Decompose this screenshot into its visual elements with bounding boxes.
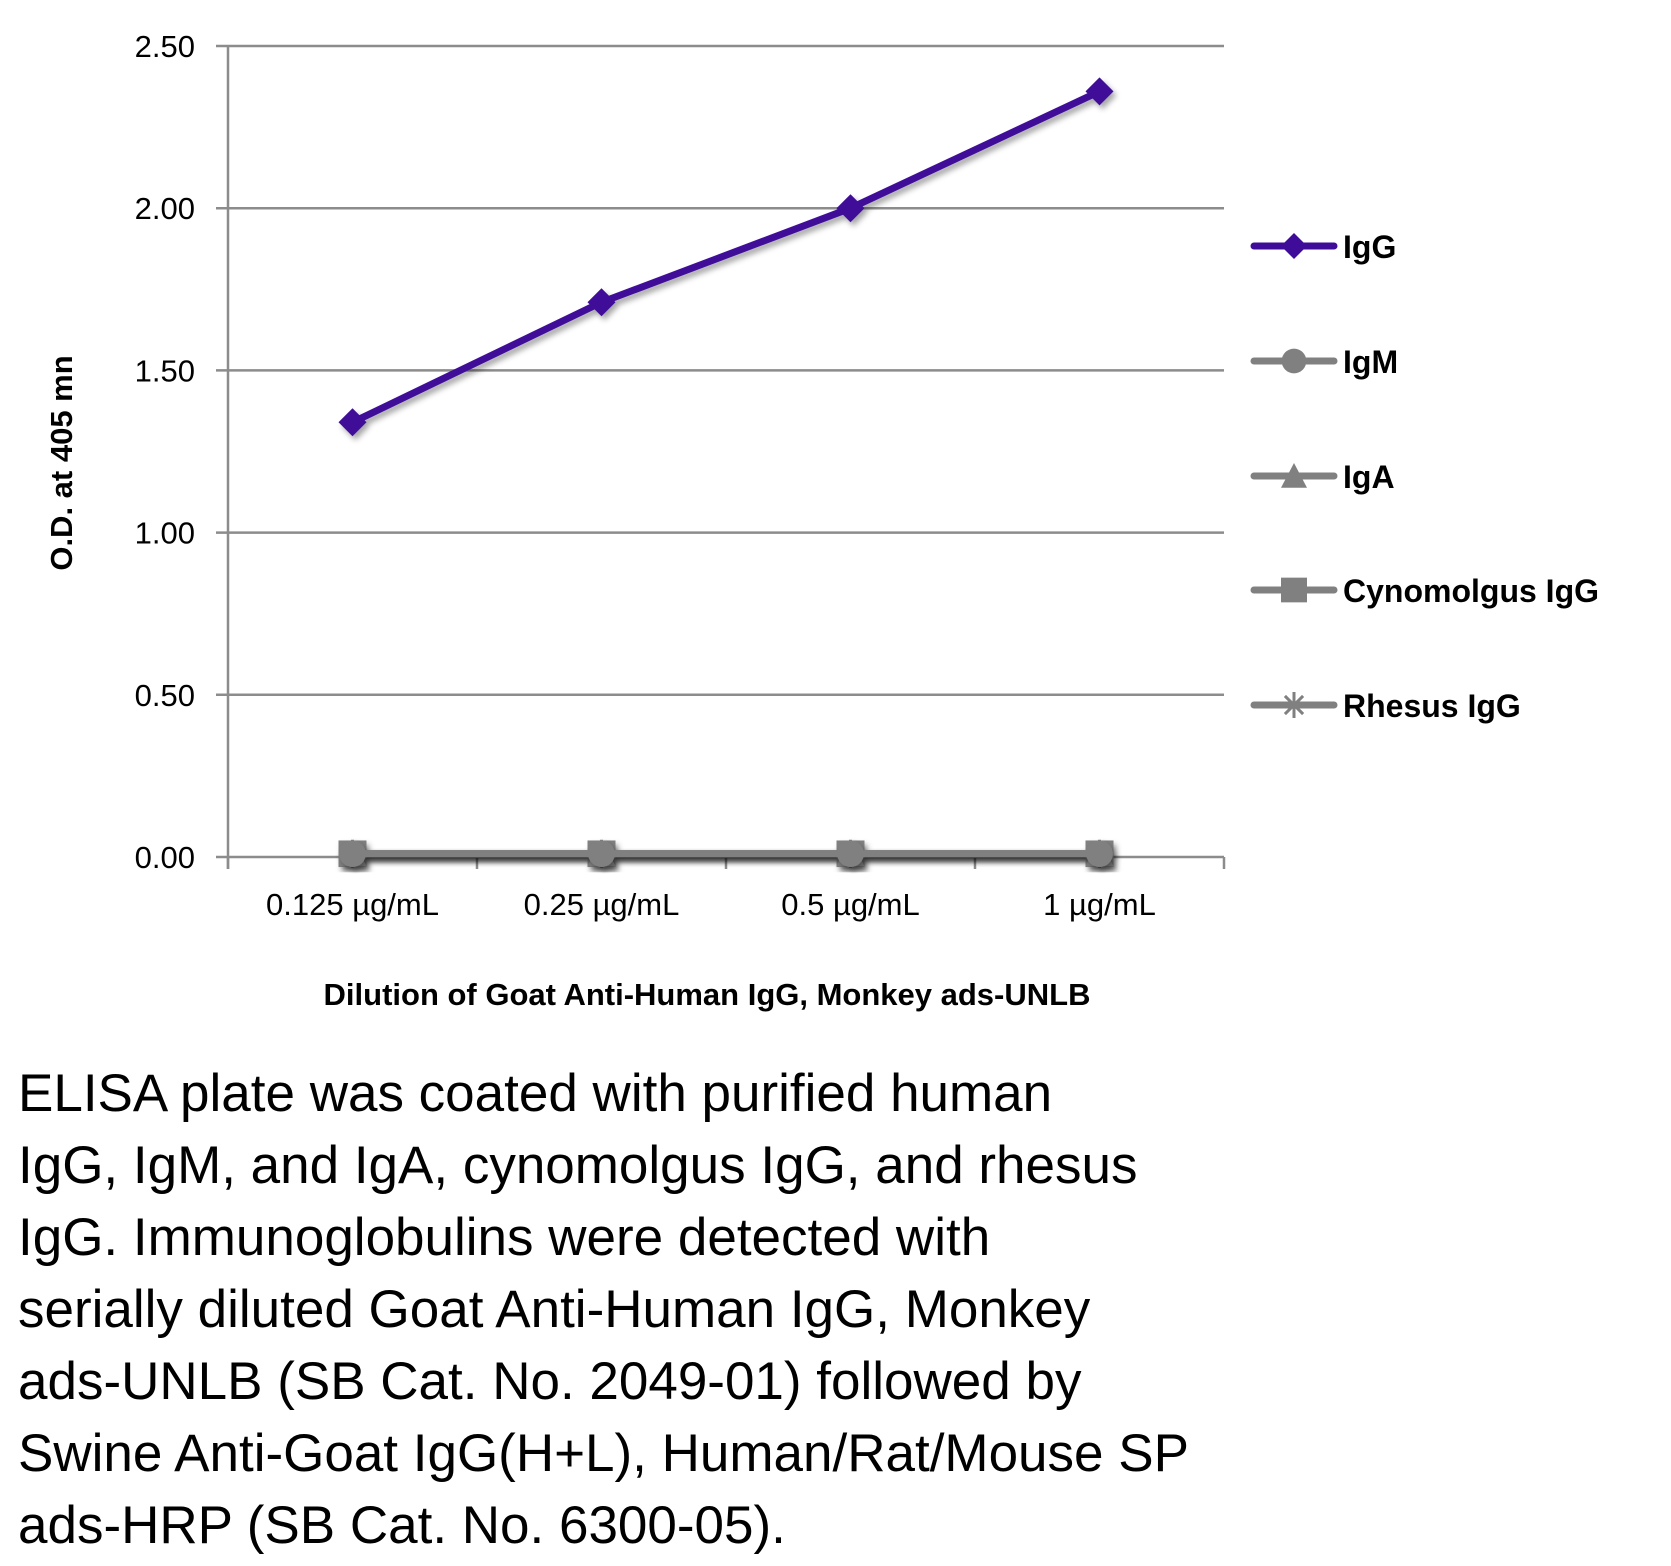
y-tick-label: 0.50 xyxy=(135,678,195,713)
y-axis-ticks: 0.00 0.50 1.00 1.50 2.00 2.50 xyxy=(135,29,195,875)
circle-marker xyxy=(837,840,864,868)
x-tick-label: 0.5 µg/mL xyxy=(781,887,920,922)
legend-label: IgG xyxy=(1343,229,1396,265)
x-tick-label: 0.25 µg/mL xyxy=(524,887,680,922)
caption-line: ads-UNLB (SB Cat. No. 2049-01) followed … xyxy=(18,1352,1082,1411)
series-line xyxy=(350,88,1101,426)
legend-label: Cynomolgus IgG xyxy=(1343,573,1599,609)
legend-label: IgM xyxy=(1343,344,1398,380)
square-marker xyxy=(1281,577,1307,603)
x-axis-ticks: 0.125 µg/mL 0.25 µg/mL 0.5 µg/mL 1 µg/mL xyxy=(266,887,1156,922)
triangle-marker xyxy=(1281,463,1307,488)
diamond-marker xyxy=(338,408,367,437)
caption-line: IgG, IgM, and IgA, cynomolgus IgG, and r… xyxy=(18,1136,1138,1195)
x-axis-title: Dilution of Goat Anti-Human IgG, Monkey … xyxy=(324,977,1091,1012)
legend-label: IgA xyxy=(1343,459,1395,495)
diamond-marker xyxy=(1085,77,1114,106)
asterisk-stroke xyxy=(1283,694,1305,716)
caption-line: serially diluted Goat Anti-Human IgG, Mo… xyxy=(18,1280,1091,1339)
caption-line: IgG. Immunoglobulins were detected with xyxy=(18,1208,991,1267)
series-igm xyxy=(339,840,1113,868)
legend-item: IgA xyxy=(1250,459,1395,495)
x-tick-label: 0.125 µg/mL xyxy=(266,887,439,922)
diamond-marker xyxy=(836,194,865,223)
caption-line: ads-HRP (SB Cat. No. 6300-05). xyxy=(18,1496,786,1555)
asterisk-marker xyxy=(1281,692,1307,718)
circle-marker xyxy=(1086,840,1113,868)
circle-marker xyxy=(339,840,366,868)
diamond-marker xyxy=(1281,233,1307,259)
y-tick-label: 1.50 xyxy=(135,353,195,388)
y-tick-label: 2.00 xyxy=(135,191,195,226)
legend-item: IgM xyxy=(1250,344,1398,380)
y-axis-title: O.D. at 405 mn xyxy=(44,355,79,570)
caption-line: ELISA plate was coated with purified hum… xyxy=(18,1064,1053,1123)
circle-marker xyxy=(588,840,615,868)
gridlines xyxy=(216,44,1226,869)
caption-line: Swine Anti-Goat IgG(H+L), Human/Rat/Mous… xyxy=(18,1424,1189,1483)
series-group xyxy=(338,77,1114,868)
legend-item: IgG xyxy=(1250,229,1396,265)
elisa-line-chart: 0.00 0.50 1.00 1.50 2.00 2.50 0.125 µg/mL 0.25… xyxy=(44,29,1599,1012)
y-tick-label: 2.50 xyxy=(135,29,195,64)
figure-caption: ELISA plate was coated with purified hum… xyxy=(18,1058,1189,1562)
circle-marker xyxy=(1281,348,1307,374)
x-tick-label: 1 µg/mL xyxy=(1043,887,1156,922)
legend-item: Cynomolgus IgG xyxy=(1250,573,1599,609)
legend-item: Rhesus IgG xyxy=(1250,688,1521,724)
legend: IgG IgM IgA Cynomolgus IgG Rhesus IgG xyxy=(1250,229,1599,724)
legend-label: Rhesus IgG xyxy=(1343,688,1521,724)
y-tick-label: 0.00 xyxy=(135,840,195,875)
y-tick-label: 1.00 xyxy=(135,516,195,551)
diamond-marker xyxy=(587,288,616,317)
series-igg xyxy=(338,77,1114,437)
